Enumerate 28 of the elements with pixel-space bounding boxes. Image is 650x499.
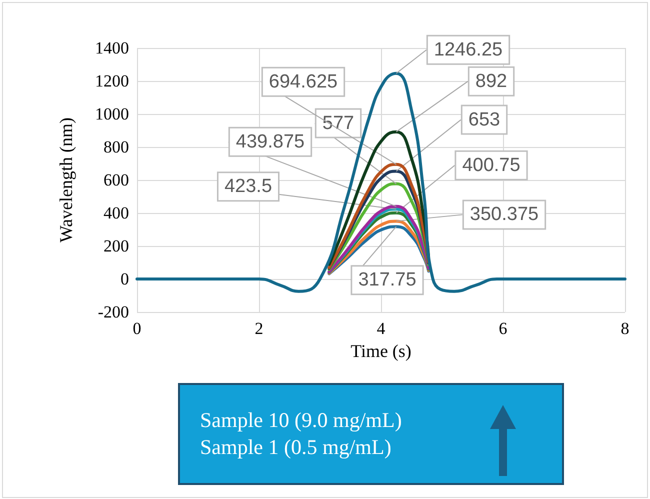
x-tick-label: 4 <box>376 319 386 338</box>
x-axis-title: Time (s) <box>350 340 412 361</box>
y-tick-label: 1200 <box>95 72 129 90</box>
y-tick-label: 600 <box>104 170 129 190</box>
y-tick-label: 400 <box>104 204 129 222</box>
x-tick-label: 2 <box>254 319 264 338</box>
y-tick-label: 200 <box>104 236 129 256</box>
data-label: 1246.25 <box>434 39 503 60</box>
data-label: 439.875 <box>236 131 305 152</box>
y-tick-label: 800 <box>104 138 129 156</box>
y-tick-label: 1000 <box>95 104 129 124</box>
y-axis-title: Wavelength (nm) <box>56 117 76 243</box>
y-tick-label: 0 <box>120 270 129 288</box>
x-tick-label: 0 <box>132 319 142 338</box>
data-label: 400.75 <box>462 154 520 176</box>
y-tick-label: 1400 <box>95 38 129 58</box>
data-label: 317.75 <box>358 270 416 291</box>
data-label: 653 <box>468 109 500 130</box>
text: Sample 10 (9.0 mg/mL) <box>200 407 402 434</box>
text: Sample 1 (0.5 mg/mL) <box>200 434 392 461</box>
data-label: 423.5 <box>224 176 272 198</box>
data-label: 577 <box>322 112 354 134</box>
data-label: 694.625 <box>268 71 338 92</box>
data-label: 350.375 <box>470 204 539 226</box>
data-label: 892 <box>475 70 508 92</box>
y-tick-label: -200 <box>98 302 129 322</box>
x-tick-label: 8 <box>620 319 630 338</box>
x-tick-label: 6 <box>498 319 508 338</box>
